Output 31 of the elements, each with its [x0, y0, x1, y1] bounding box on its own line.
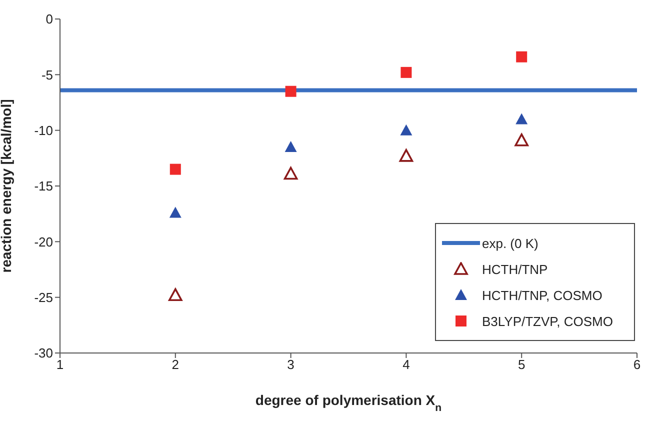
point	[285, 86, 296, 97]
y-tick-label: -25	[34, 290, 53, 305]
legend-label: HCTH/TNP, COSMO	[482, 288, 602, 302]
legend-label: HCTH/TNP	[482, 262, 548, 276]
y-tick-label: -20	[34, 234, 53, 250]
y-tick-label: -15	[34, 178, 53, 194]
point	[169, 206, 182, 218]
legend-label: B3LYP/TZVP, COSMO	[482, 314, 614, 328]
x-tick-label: 1	[56, 357, 64, 372]
x-tick-label: 2	[172, 357, 180, 372]
y-tick-label: -10	[34, 122, 53, 138]
point	[516, 113, 528, 124]
point	[516, 51, 528, 62]
y-axis-title: reaction energy [kcal/mol]	[0, 99, 14, 273]
y-tick-label: 0	[46, 12, 53, 27]
y-tick-label: -5	[41, 67, 53, 82]
point	[284, 141, 297, 152]
legend-label: exp. (0 K)	[482, 236, 538, 250]
x-tick-label: 5	[518, 357, 526, 372]
x-tick-label: 6	[633, 357, 641, 372]
point	[399, 149, 414, 162]
point	[400, 66, 412, 78]
point	[400, 124, 412, 136]
x-axis-title: degree of polymerisation X$_{n}$	[255, 392, 442, 414]
point	[168, 288, 182, 302]
point	[514, 133, 528, 146]
x-tick-label: 4	[402, 357, 410, 372]
point	[284, 166, 298, 180]
point	[170, 164, 181, 175]
x-tick-label: 3	[287, 357, 294, 372]
y-tick-label: -30	[34, 346, 53, 361]
